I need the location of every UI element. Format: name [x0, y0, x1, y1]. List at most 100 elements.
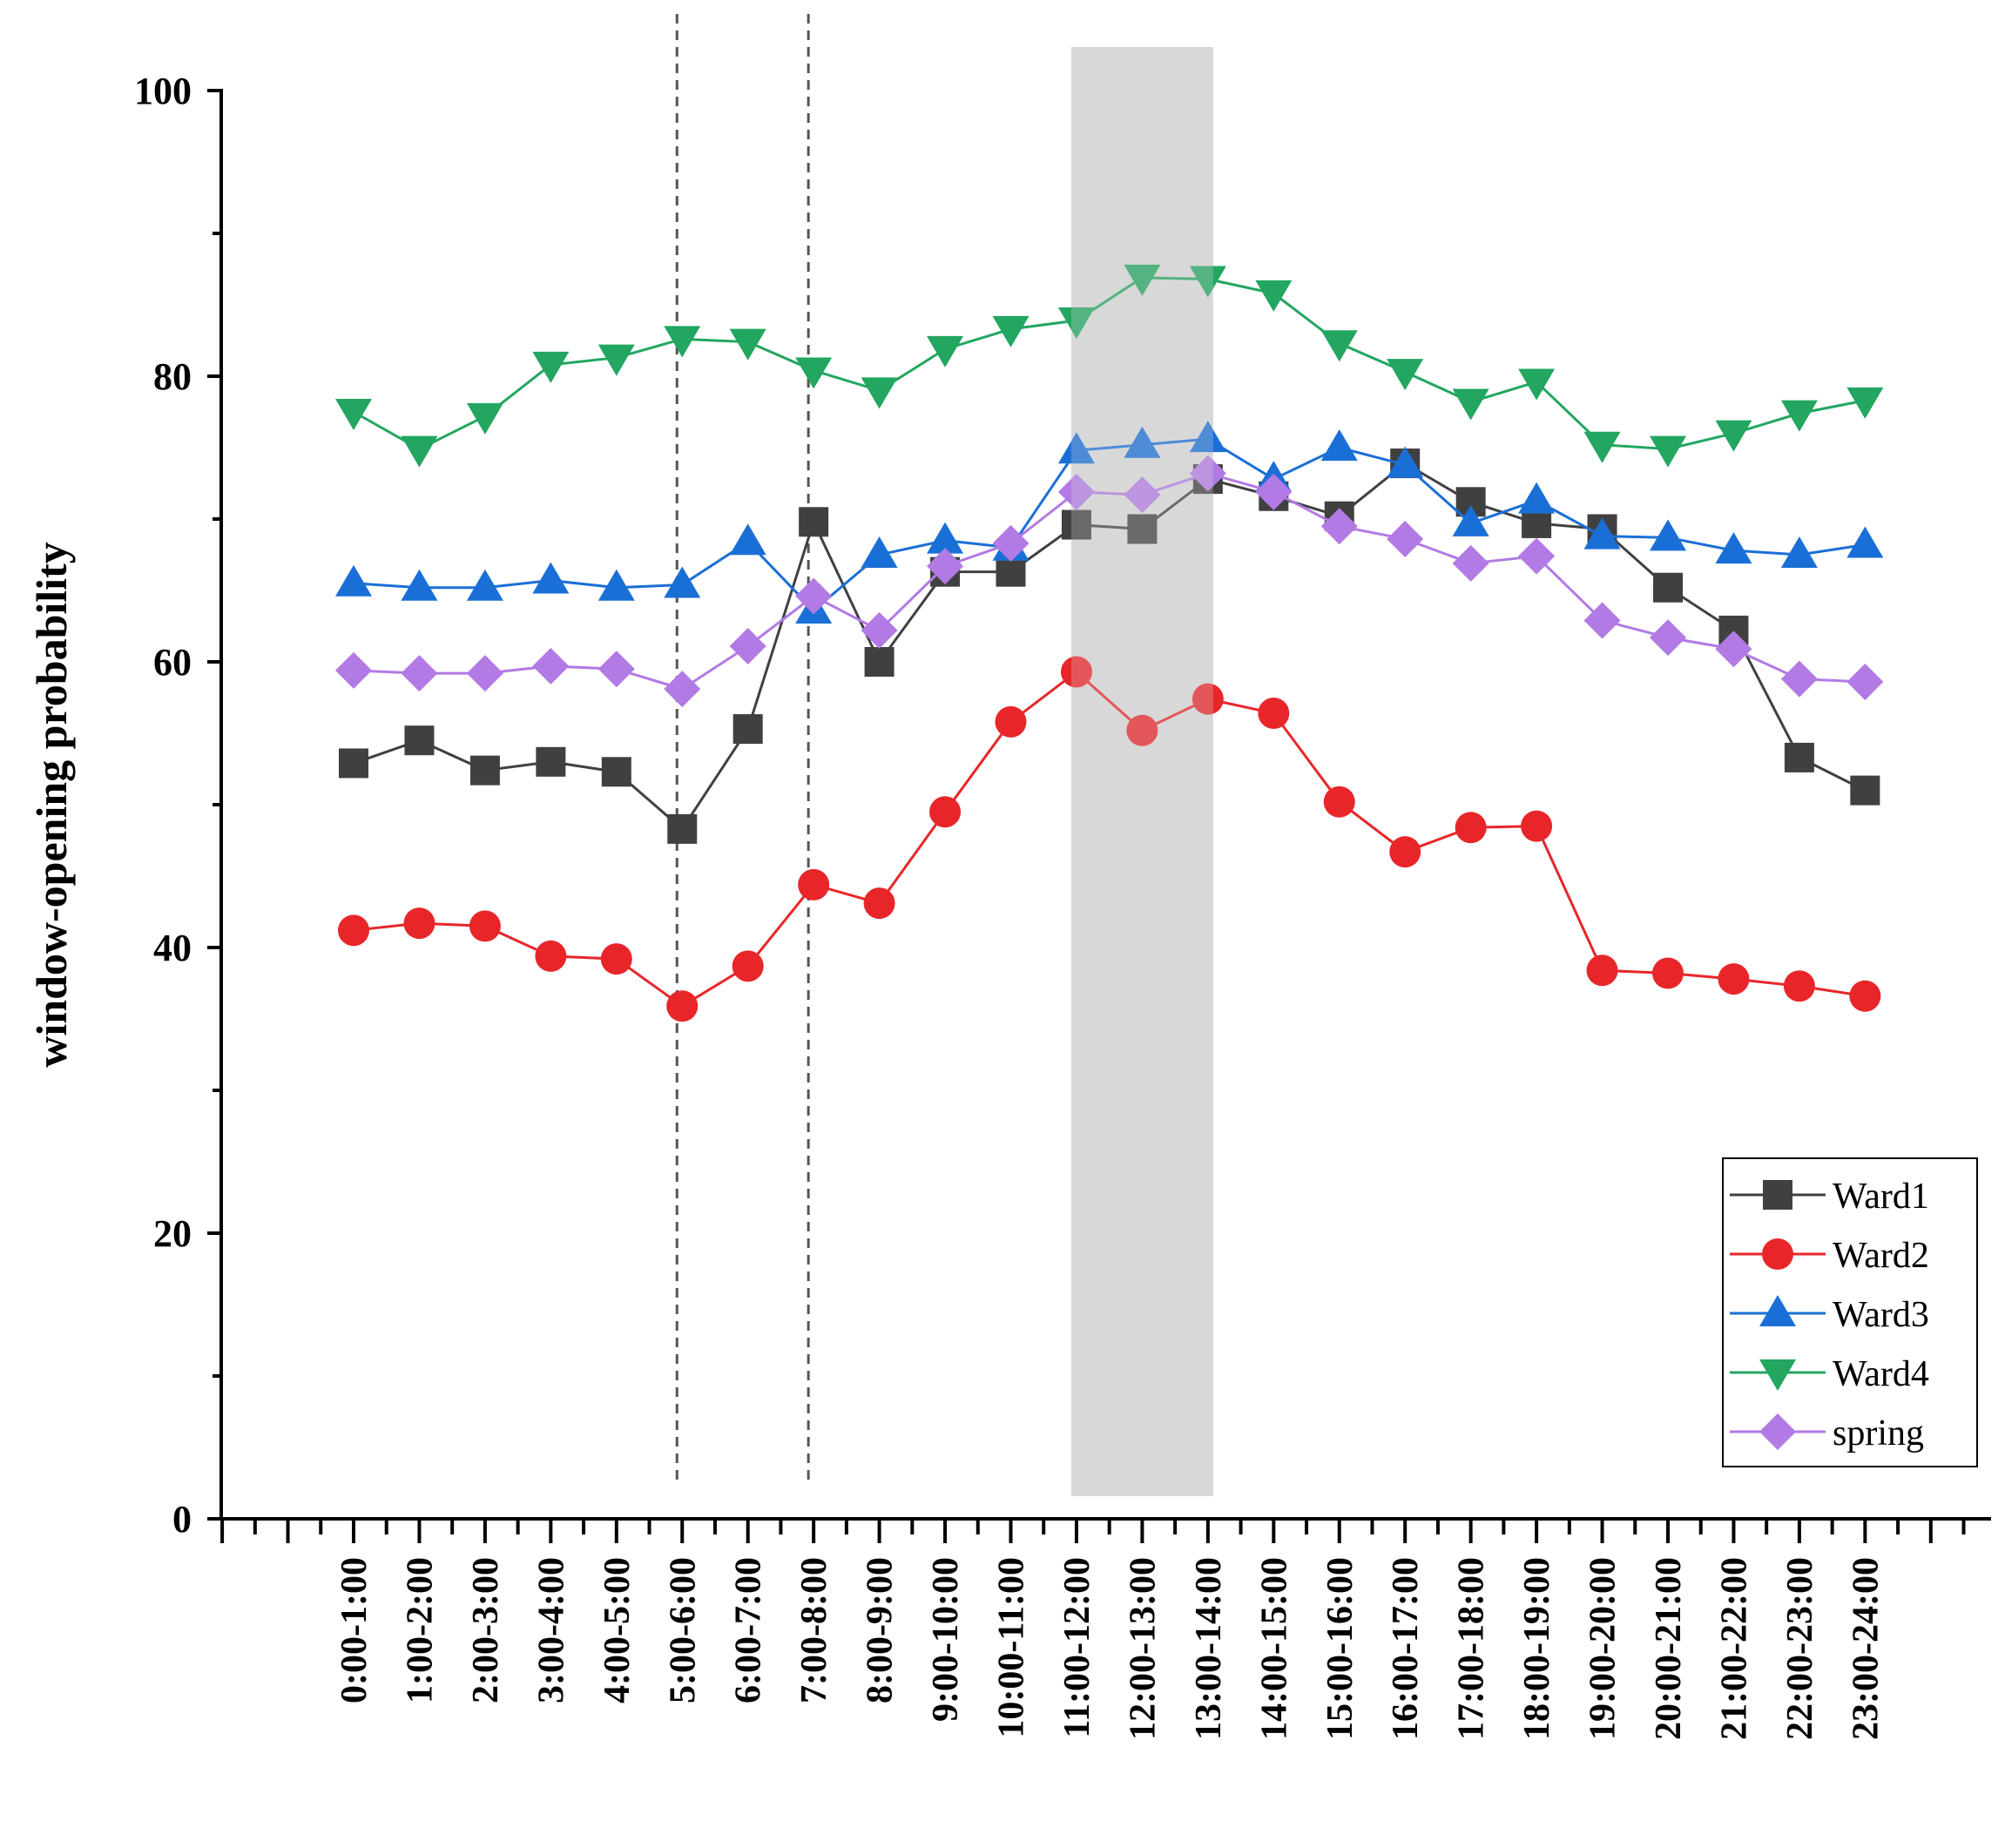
data-point-spring	[861, 611, 898, 649]
data-point-Ward1	[799, 507, 829, 537]
series-Ward4	[335, 264, 1884, 468]
data-point-Ward4	[1124, 264, 1161, 296]
data-point-Ward4	[861, 377, 898, 409]
data-point-spring	[1780, 660, 1818, 698]
x-tick-label: 19:00-20:00	[1583, 1557, 1624, 1740]
x-tick-label: 16:00-17:00	[1386, 1557, 1426, 1740]
data-point-Ward2	[1652, 957, 1684, 989]
data-point-Ward4	[729, 328, 766, 361]
data-point-spring	[597, 651, 635, 688]
data-point-Ward2	[1521, 810, 1553, 842]
shaded-band-overlay	[1070, 47, 1213, 1496]
data-point-Ward2	[1060, 656, 1092, 688]
data-point-Ward1	[1784, 742, 1814, 772]
data-point-Ward1	[339, 748, 368, 779]
data-point-Ward1	[404, 725, 435, 756]
data-point-Ward3	[1518, 482, 1556, 514]
data-point-Ward2	[732, 950, 764, 982]
x-tick-label: 23:00-24:00	[1846, 1557, 1886, 1740]
x-tick-label: 18:00-19:00	[1517, 1557, 1557, 1740]
data-point-spring	[992, 524, 1030, 562]
data-point-Ward2	[1586, 954, 1618, 987]
data-point-Ward3	[1124, 426, 1161, 458]
data-point-spring	[1387, 520, 1424, 557]
data-point-spring	[1650, 619, 1686, 657]
data-point-Ward1	[732, 714, 763, 745]
data-point-Ward2	[929, 796, 962, 828]
legend-marker-spring	[1759, 1413, 1796, 1450]
data-point-Ward4	[1057, 307, 1095, 340]
legend-marker-Ward2	[1762, 1238, 1793, 1270]
data-point-Ward4	[335, 399, 372, 430]
data-point-Ward4	[1255, 280, 1293, 312]
data-point-Ward4	[597, 344, 635, 376]
legend-marker-Ward4	[1759, 1359, 1796, 1391]
x-tick-label: 15:00-16:00	[1320, 1557, 1360, 1740]
series-line-Ward4	[353, 276, 1866, 451]
data-point-Ward4	[927, 335, 964, 368]
series-spring	[335, 455, 1884, 708]
legend-label-Ward2: Ward2	[1833, 1236, 1929, 1276]
data-point-Ward4	[532, 351, 570, 383]
legend-label-Ward1: Ward1	[1833, 1177, 1929, 1217]
data-point-spring	[795, 577, 833, 615]
data-point-spring	[1583, 602, 1621, 639]
data-point-Ward2	[1783, 970, 1815, 1002]
x-tick-label: 20:00-21:00	[1649, 1557, 1689, 1740]
data-point-Ward4	[795, 357, 833, 389]
data-point-spring	[1518, 537, 1556, 575]
data-point-Ward4	[664, 326, 701, 358]
y-tick-label: 80	[153, 355, 192, 398]
x-tick-label: 12:00-13:00	[1123, 1557, 1163, 1740]
series-line-Ward3	[353, 437, 1866, 613]
data-point-Ward2	[1389, 836, 1421, 868]
x-tick-label: 21:00-22:00	[1714, 1557, 1754, 1740]
x-tick-label: 5:00-6:00	[663, 1557, 703, 1703]
data-point-Ward2	[535, 940, 567, 972]
y-tick-label: 0	[172, 1498, 192, 1541]
x-tick-label: 6:00-7:00	[729, 1557, 769, 1703]
data-point-spring	[1452, 544, 1489, 582]
data-point-Ward3	[1387, 446, 1424, 478]
data-point-Ward2	[995, 705, 1027, 738]
data-point-spring	[729, 627, 766, 664]
x-tick-label: 14:00-15:00	[1254, 1557, 1294, 1740]
data-point-spring	[401, 655, 438, 692]
data-point-Ward3	[1452, 504, 1489, 536]
x-tick-label: 13:00-14:00	[1189, 1557, 1229, 1740]
data-point-Ward2	[338, 914, 369, 947]
data-point-Ward2	[863, 887, 895, 920]
y-tick-label: 40	[153, 927, 192, 969]
data-point-Ward2	[1258, 698, 1290, 730]
data-point-Ward1	[469, 755, 500, 786]
data-point-Ward4	[1780, 400, 1818, 432]
data-point-Ward2	[600, 943, 632, 975]
data-point-spring	[1189, 455, 1226, 492]
legend-label-Ward4: Ward4	[1833, 1354, 1929, 1394]
data-point-spring	[335, 651, 372, 689]
data-point-Ward1	[864, 647, 894, 677]
data-point-spring	[1255, 473, 1293, 510]
data-point-Ward1	[1850, 775, 1880, 806]
x-tick-label: 10:00-11:00	[992, 1557, 1032, 1738]
data-point-Ward3	[1715, 532, 1752, 564]
data-point-Ward3	[401, 569, 438, 601]
x-tick-label: 9:00-10:00	[926, 1557, 966, 1722]
data-point-Ward2	[1192, 683, 1224, 715]
data-point-Ward4	[466, 402, 503, 435]
data-point-Ward1	[667, 813, 698, 844]
data-point-Ward3	[532, 562, 570, 594]
data-point-Ward4	[1452, 388, 1489, 421]
data-point-spring	[1057, 473, 1095, 510]
data-point-Ward4	[1518, 368, 1556, 401]
data-point-Ward4	[1715, 420, 1752, 452]
data-point-spring	[927, 548, 964, 585]
data-point-Ward3	[664, 566, 701, 598]
data-point-Ward3	[927, 522, 964, 554]
data-point-Ward2	[1849, 980, 1881, 1012]
data-point-Ward3	[1846, 526, 1884, 558]
data-point-spring	[466, 655, 503, 692]
data-point-Ward2	[403, 907, 435, 940]
